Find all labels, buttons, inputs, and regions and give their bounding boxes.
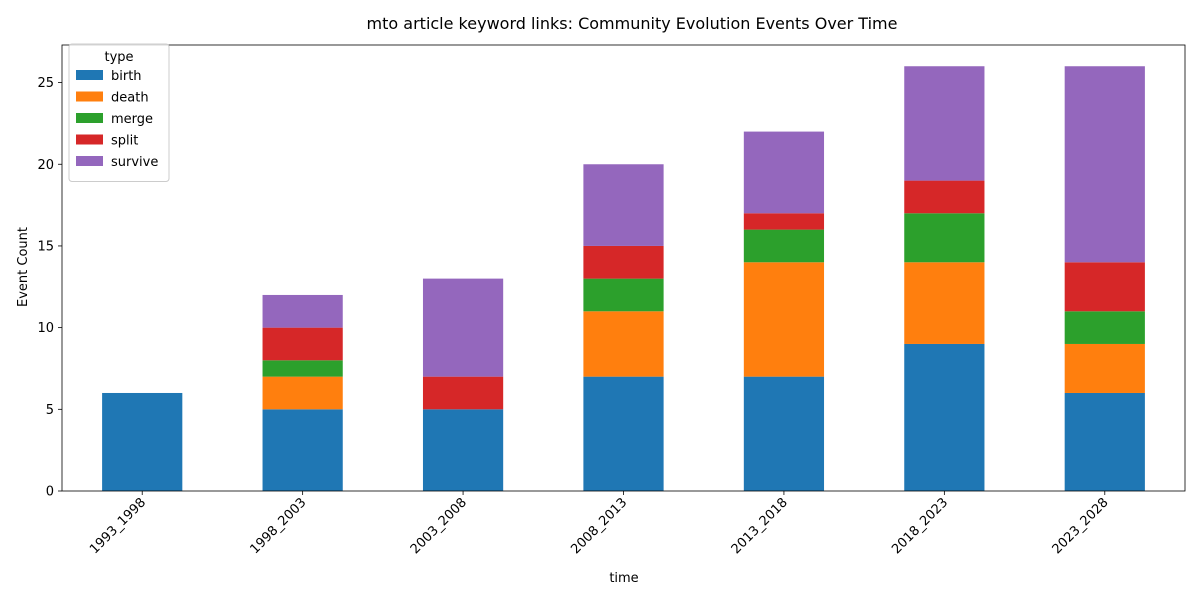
chart-title: mto article keyword links: Community Evo…: [367, 14, 898, 33]
legend-swatch-death: [76, 91, 103, 102]
bar-survive-2013_2018: [743, 131, 825, 214]
x-tick-label: 2008_2013: [568, 495, 630, 557]
y-tick-label: 5: [46, 403, 54, 418]
x-tick-label: 1998_2003: [247, 495, 309, 557]
bar-split-2023_2028: [1064, 262, 1145, 312]
legend-label-death: death: [111, 91, 149, 106]
x-axis-label: time: [609, 571, 638, 586]
legend-label-merge: merge: [111, 112, 153, 127]
bar-death-2023_2028: [1064, 343, 1145, 393]
bar-death-2008_2013: [583, 311, 664, 377]
bar-birth-1998_2003: [262, 409, 343, 491]
bar-split-2013_2018: [743, 213, 825, 230]
bar-split-2018_2023: [904, 180, 985, 214]
bar-birth-2018_2023: [904, 343, 985, 491]
legend-label-birth: birth: [111, 69, 142, 84]
bar-survive-2003_2008: [422, 278, 504, 377]
x-axis: 1993_1998 1998_2003 2003_2008 2008_2013 2013…: [87, 491, 1112, 557]
bar-birth-2003_2008: [422, 409, 504, 491]
bar-birth-2008_2013: [583, 376, 664, 491]
legend-swatch-survive: [76, 156, 103, 166]
bar-merge-2023_2028: [1064, 311, 1145, 344]
bar-split-1998_2003: [262, 327, 343, 361]
bar-death-2013_2018: [743, 262, 825, 377]
legend-label-split: split: [111, 134, 138, 149]
x-tick-label: 2003_2008: [408, 495, 470, 557]
bar-survive-1998_2003: [262, 294, 343, 328]
bar-death-1998_2003: [262, 376, 343, 410]
bar-death-2018_2023: [904, 262, 985, 344]
bar-split-2003_2008: [422, 376, 504, 410]
bar-merge-2008_2013: [583, 278, 664, 312]
bar-merge-1998_2003: [262, 360, 343, 377]
y-axis: 0 5 10 15 20 25: [37, 76, 62, 500]
bar-survive-2008_2013: [583, 164, 664, 246]
x-tick-label: 2018_2023: [889, 495, 951, 557]
bar-survive-2018_2023: [904, 66, 985, 181]
bar-survive-2023_2028: [1064, 66, 1145, 263]
plot-area: [61, 44, 1186, 492]
legend: type birth death merge split survive: [68, 43, 170, 182]
bar-merge-2018_2023: [904, 213, 985, 263]
y-axis-label: Event Count: [16, 227, 31, 307]
legend-swatch-split: [76, 134, 103, 145]
legend-label-survive: survive: [111, 155, 158, 170]
y-tick-label: 15: [37, 239, 54, 254]
bar-merge-2013_2018: [743, 229, 825, 263]
bar-split-2008_2013: [583, 245, 664, 279]
bar-birth-1993_1998: [102, 392, 183, 491]
legend-swatch-merge: [76, 113, 103, 123]
x-tick-label: 2023_2028: [1050, 495, 1112, 557]
y-tick-label: 0: [46, 485, 54, 500]
legend-title: type: [104, 50, 133, 65]
y-tick-label: 10: [37, 321, 54, 336]
y-tick-label: 20: [37, 158, 54, 173]
y-tick-label: 25: [37, 76, 54, 91]
legend-swatch-birth: [76, 70, 103, 80]
x-tick-label: 2013_2018: [729, 495, 791, 557]
bar-birth-2013_2018: [743, 376, 825, 491]
x-tick-label: 1993_1998: [87, 495, 149, 557]
bar-birth-2023_2028: [1064, 392, 1145, 491]
